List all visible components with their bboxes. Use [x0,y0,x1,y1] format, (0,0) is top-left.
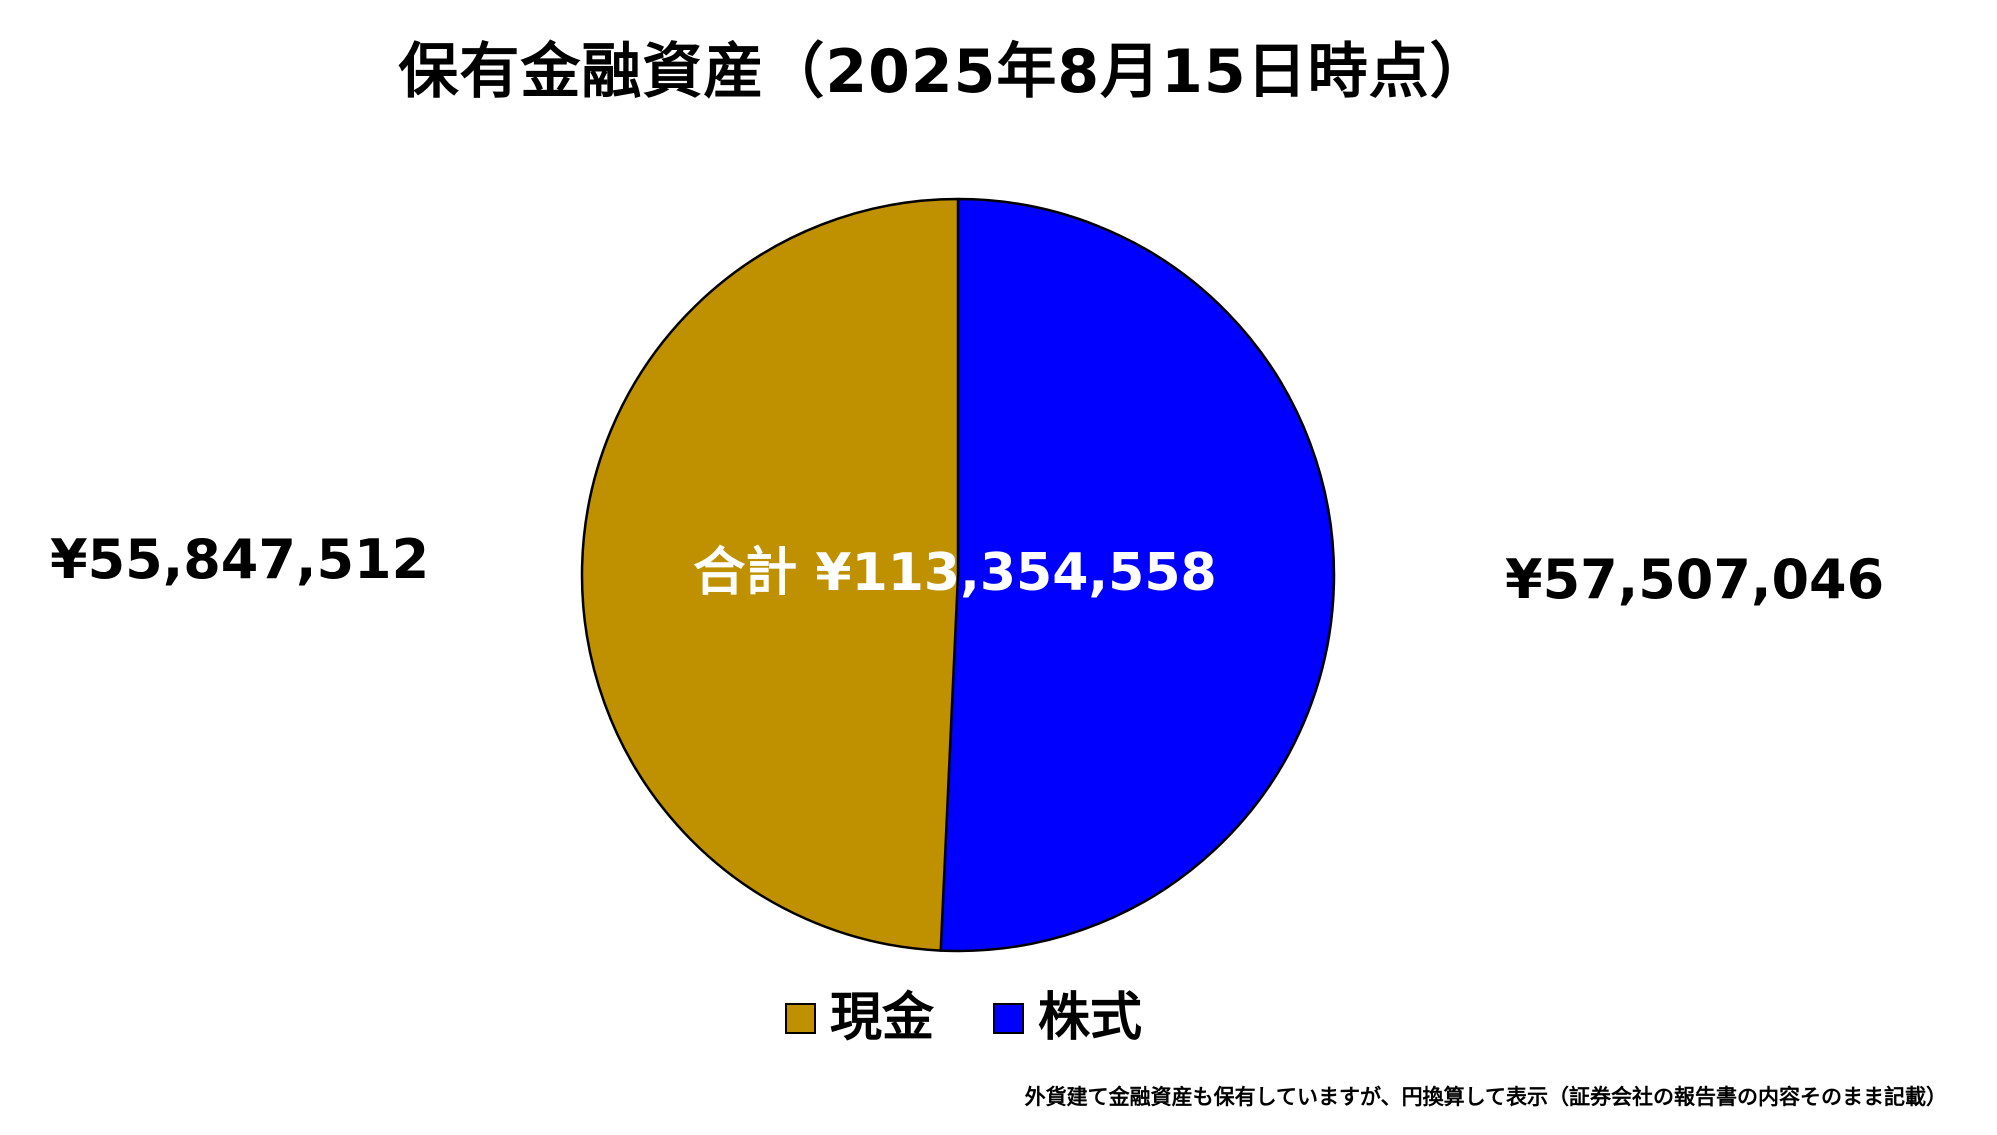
legend-item-cash: 現金 [785,978,934,1058]
legend-label-cash: 現金 [830,988,935,1048]
pie-slice-stocks [939,197,1336,953]
chart-title: 保有金融資産（2025年8月15日時点） [398,37,1491,107]
stocks-value-label: ¥57,507,046 [1505,548,1885,611]
cash-value-label: ¥55,847,512 [50,528,430,591]
total-label: 合計 ¥113,354,558 [693,543,1217,603]
legend-item-stocks: 株式 [993,978,1142,1058]
legend: 現金 株式 [0,978,1997,1058]
legend-label-stocks: 株式 [1038,988,1143,1048]
footnote: 外貨建て金融資産も保有していますが、円換算して表示（証券会社の報告書の内容そのま… [1024,1085,1947,1109]
pie-slice-cash [580,197,960,952]
legend-swatch-stocks [993,1002,1024,1034]
legend-swatch-cash [785,1002,816,1034]
